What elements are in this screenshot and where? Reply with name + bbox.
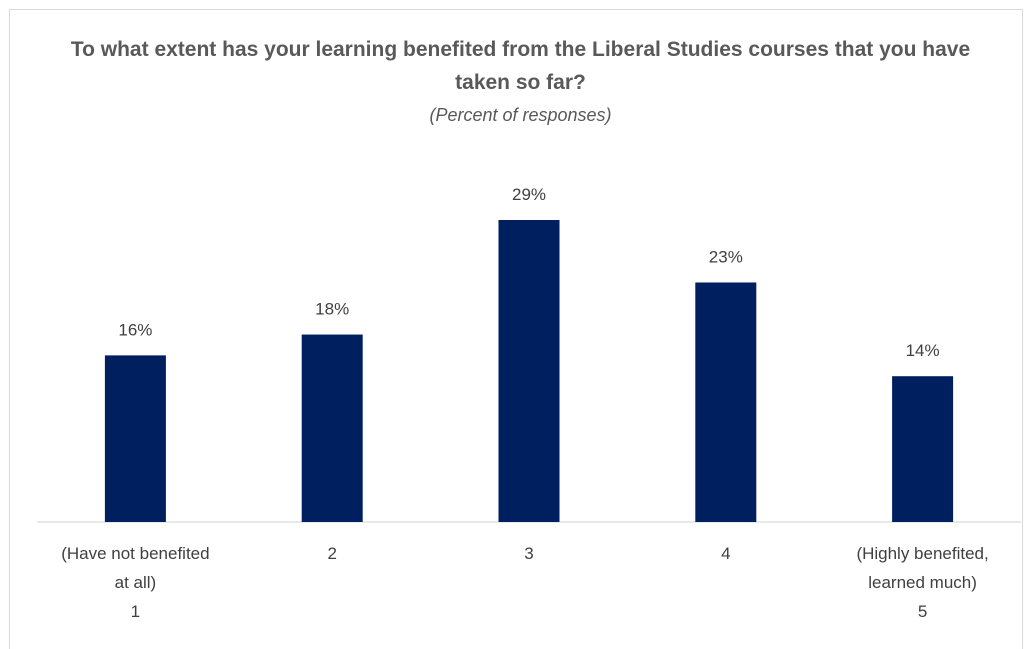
data-label-4: 23% [709, 247, 743, 266]
x-tick-label-2-line-1: 2 [327, 544, 336, 563]
bar-3 [498, 220, 560, 522]
x-tick-label-1-line-2: at all) [115, 573, 157, 592]
chart-title: To what extent has your learning benefit… [70, 38, 971, 94]
x-tick-label-5-line-1: (Highly benefited, [856, 544, 988, 563]
x-tick-label-5-line-3: 5 [918, 602, 927, 621]
bar-4 [695, 282, 757, 522]
x-tick-label-4-line-1: 4 [721, 544, 730, 563]
x-tick-label-5-line-2: learned much) [868, 573, 977, 592]
data-label-3: 29% [512, 185, 546, 204]
bar-2 [301, 334, 363, 522]
bar-1 [104, 355, 166, 522]
x-tick-label-1-line-1: (Have not benefited [61, 544, 209, 563]
data-label-1: 16% [118, 320, 152, 339]
bar-5 [892, 376, 954, 522]
data-label-5: 14% [906, 341, 940, 360]
x-tick-label-3-line-1: 3 [524, 544, 533, 563]
data-label-2: 18% [315, 300, 349, 319]
chart-subtitle: (Percent of responses) [429, 105, 612, 125]
x-tick-label-1-line-3: 1 [131, 602, 140, 621]
